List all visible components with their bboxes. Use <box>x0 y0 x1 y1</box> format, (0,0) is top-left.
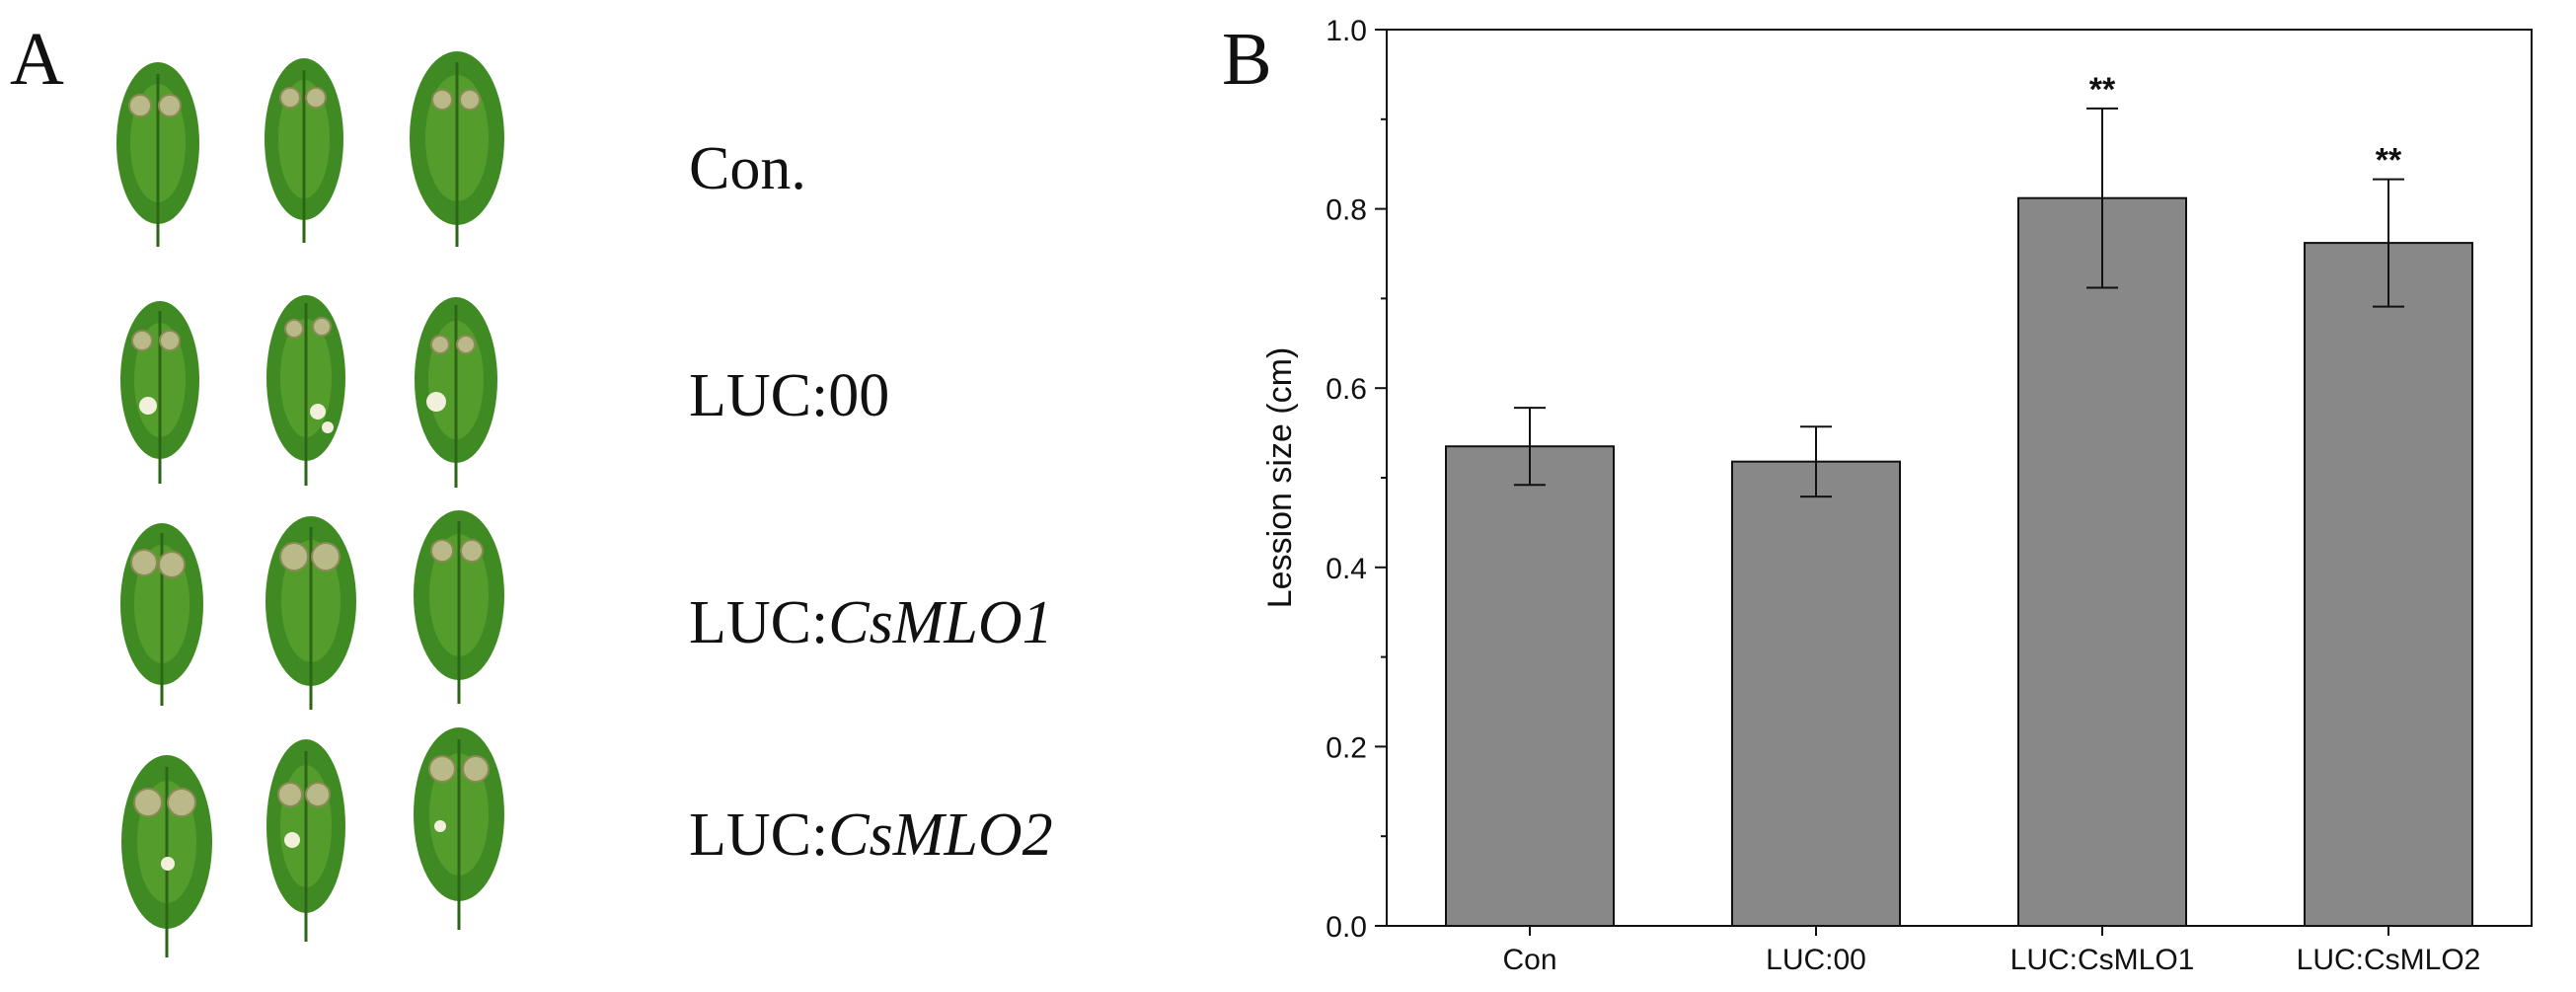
significance-marker: ** <box>2089 71 2116 109</box>
row-label-csmlo2: LUC:CsMLO2 <box>689 804 1053 866</box>
row-label-text: Con. <box>689 135 806 202</box>
row-label-text: LUC: <box>689 801 829 869</box>
leaf-image <box>120 523 203 706</box>
bars-layer <box>1445 107 2473 928</box>
leaf-row-luc00 <box>109 291 1194 508</box>
x-tick-label: LUC:CsMLO2 <box>2297 944 2481 976</box>
y-tick-label: 1.0 <box>1326 15 1367 47</box>
leaf-image <box>266 739 345 942</box>
leaf-image <box>415 297 497 488</box>
x-tick-label: LUC:00 <box>1766 944 1866 976</box>
y-tick-label: 0.2 <box>1326 731 1367 764</box>
panel-a-letter: A <box>10 18 64 101</box>
x-tick-label: Con <box>1502 944 1556 976</box>
panel-b-letter: B <box>1222 18 1272 101</box>
row-label-gene: CsMLO2 <box>828 801 1053 869</box>
row-label-csmlo1: LUC:CsMLO1 <box>689 592 1053 653</box>
y-tick-label: 0.6 <box>1326 373 1367 406</box>
bar-luc-00 <box>1731 460 1901 927</box>
leaf-photo-panel: Con. LUC:00 LUC:CsMLO1 LUC:CsMLO2 <box>0 0 1224 992</box>
y-tick-label: 0.8 <box>1326 194 1367 227</box>
row-label-control: Con. <box>689 138 806 199</box>
x-tick-label: LUC:CsMLO1 <box>2010 944 2195 976</box>
leaf-image <box>410 51 504 247</box>
leaf-image <box>414 510 504 704</box>
bar-luc-csmlo1 <box>2017 196 2187 928</box>
bar-con <box>1445 445 1615 927</box>
leaf-image <box>414 727 504 930</box>
leaf-image <box>120 301 199 484</box>
row-label-text: LUC: <box>689 589 829 656</box>
row-label-text: LUC:00 <box>689 362 890 429</box>
leaf-row-csmlo2 <box>109 727 1194 962</box>
leaf-image <box>266 295 345 486</box>
leaf-image <box>265 516 356 710</box>
lesion-bar-chart: Con LUC:00 ** LUC:CsMLO1 ** LUC:CsMLO2 0.0 0.2 0… <box>1261 15 2533 976</box>
significance-marker: ** <box>2376 142 2402 180</box>
y-tick-label: 0.4 <box>1326 553 1367 585</box>
bar-luc-csmlo2 <box>2304 242 2473 927</box>
y-tick-label: 0.0 <box>1326 911 1367 944</box>
row-label-gene: CsMLO1 <box>828 589 1053 656</box>
leaf-image <box>116 62 199 247</box>
labels-layer: Con LUC:00 ** LUC:CsMLO1 ** LUC:CsMLO2 0.0 0.2 0… <box>1261 15 2480 976</box>
leaf-image <box>121 755 212 957</box>
leaf-row-csmlo1 <box>109 510 1194 730</box>
axes-layer <box>1375 29 2533 936</box>
leaf-image <box>265 58 343 243</box>
y-axis-label: Lession size (cm) <box>1261 347 1299 609</box>
row-label-luc00: LUC:00 <box>689 365 889 426</box>
bar-chart-panel: Con LUC:00 ** LUC:CsMLO1 ** LUC:CsMLO2 0.0 0.2 0… <box>1224 0 2576 992</box>
leaf-row-control <box>109 51 1194 271</box>
